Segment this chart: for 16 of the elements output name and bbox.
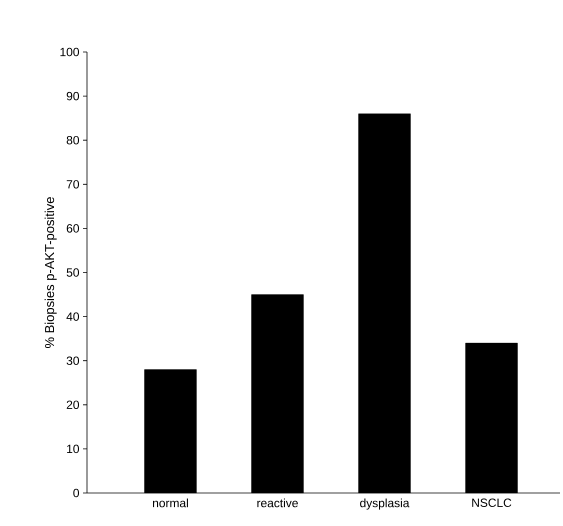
y-tick-label: 90 xyxy=(66,92,80,100)
y-tick-label: 80 xyxy=(66,136,80,144)
y-tick-label: 50 xyxy=(66,268,80,277)
y-tick-label: 0 xyxy=(73,488,80,498)
y-tick-label: 70 xyxy=(66,180,80,189)
y-tick-label: 20 xyxy=(66,400,80,410)
x-tick-label: reactive xyxy=(257,498,298,508)
y-axis-title: % Biopsies p-AKT-positive xyxy=(44,197,57,348)
x-tick-label: normal xyxy=(153,498,188,508)
y-tick-label: 100 xyxy=(60,48,80,56)
y-tick-label: 60 xyxy=(66,224,80,233)
y-tick-label: 30 xyxy=(66,356,80,365)
y-tick-label: 40 xyxy=(66,312,80,321)
y-tick-label: 10 xyxy=(67,444,80,454)
x-tick-label: NSCLC xyxy=(472,498,512,507)
x-tick-label: dysplasia xyxy=(360,498,410,510)
